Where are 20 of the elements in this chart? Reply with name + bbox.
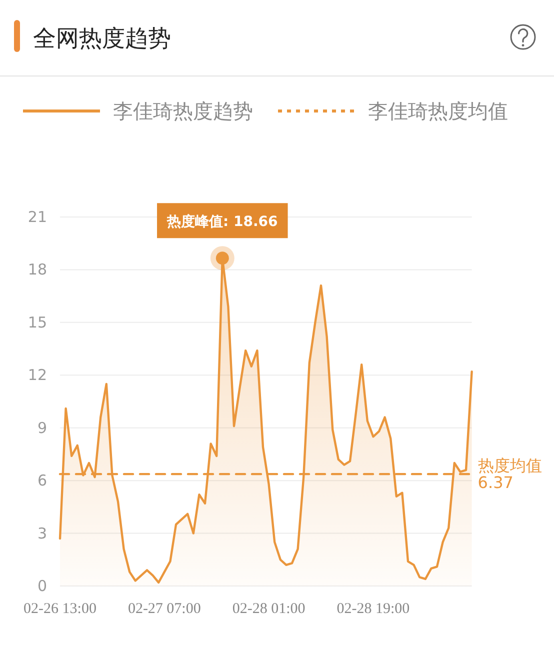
y-tick-label: 3: [37, 524, 47, 542]
annotation: 热度峰值: 18.66: [166, 213, 278, 230]
legend-label: 李佳琦热度趋势: [113, 99, 253, 123]
legend-item: 李佳琦热度均值: [278, 99, 508, 123]
y-tick-label: 21: [28, 208, 47, 226]
y-tick-label: 9: [37, 418, 47, 437]
text: 热度均值 6.37: [478, 456, 542, 492]
y-tick-label: 0: [37, 577, 47, 595]
x-tick-label: 02-27 07:00: [128, 601, 201, 617]
legend-item: 李佳琦热度趋势: [23, 99, 253, 123]
legend-label: 李佳琦热度均值: [368, 99, 508, 123]
chart-title: 全网热度趋势: [33, 26, 171, 52]
y-tick-label: 6: [37, 472, 47, 490]
x-tick-label: 02-28 01:00: [232, 601, 306, 617]
y-tick-label: 18: [28, 260, 47, 279]
peak-callout: 热度峰值: 18.66: [157, 203, 288, 238]
y-tick-label: 12: [28, 366, 47, 384]
y-tick-label: 15: [28, 313, 47, 332]
x-tick-label: 02-28 19:00: [336, 601, 410, 617]
x-tick-label: 02-26 13:00: [24, 601, 96, 617]
